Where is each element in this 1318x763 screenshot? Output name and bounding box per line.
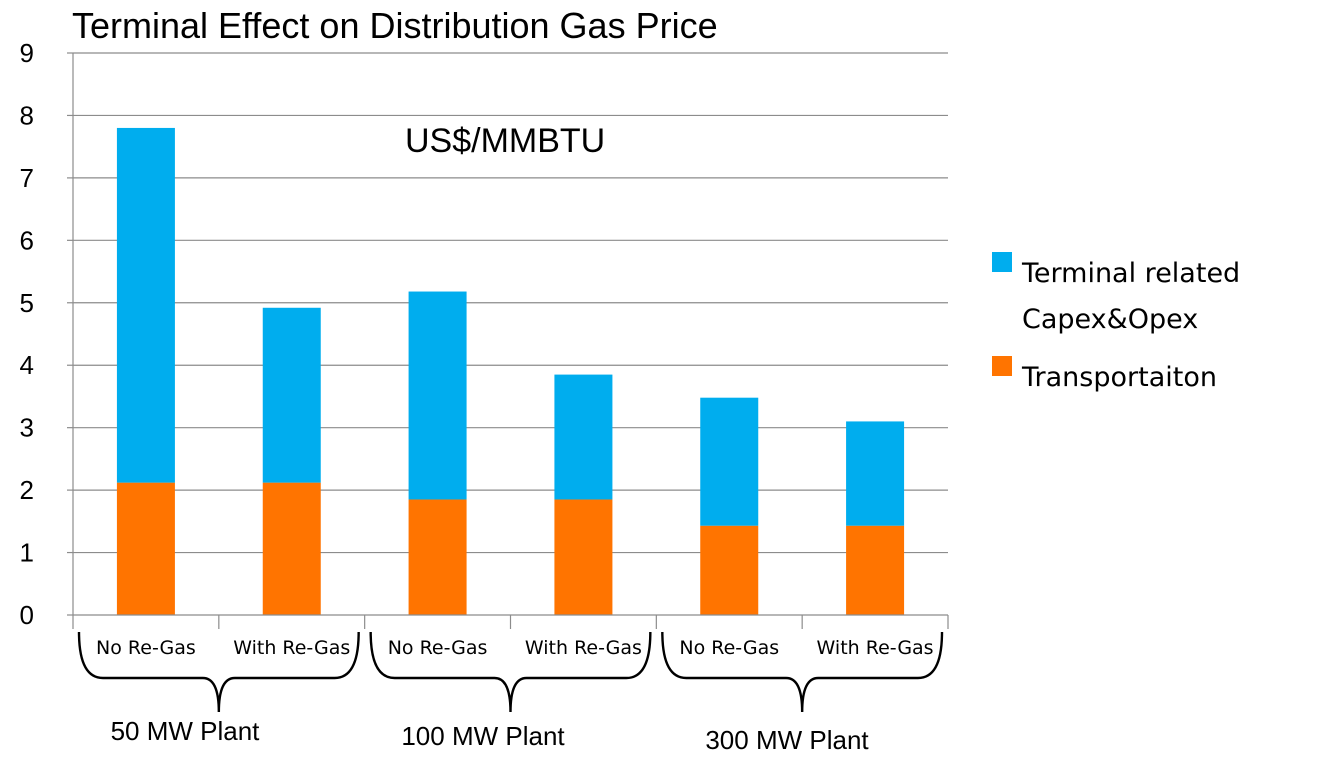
legend-swatch <box>992 356 1012 376</box>
bar-segment <box>116 482 175 615</box>
bar-segment <box>846 525 905 615</box>
group-label: 50 MW Plant <box>111 716 261 746</box>
bar-segment <box>700 397 759 526</box>
bars <box>116 127 905 615</box>
bar-segment <box>408 499 467 615</box>
group-label: 100 MW Plant <box>401 721 565 751</box>
group-labels: 50 MW Plant 100 MW Plant 300 MW Plant <box>77 631 944 755</box>
y-tick-label: 0 <box>20 600 34 630</box>
bar-segment <box>554 374 613 500</box>
bar-segment <box>408 291 467 500</box>
x-tick-label: No Re-Gas <box>679 637 779 659</box>
unit-annotation: US$/MMBTU <box>405 122 605 160</box>
bar-segment <box>554 499 613 615</box>
y-tick-label: 4 <box>20 350 34 380</box>
gridlines <box>73 52 948 554</box>
y-tick-label: 3 <box>20 413 34 443</box>
y-tick-label: 5 <box>20 288 34 318</box>
y-tick-label: 6 <box>20 225 34 255</box>
bar-segment <box>846 421 905 526</box>
group-brace <box>661 631 944 713</box>
y-tick-label: 7 <box>20 163 34 193</box>
legend-label: Capex&Opex <box>1022 304 1198 335</box>
x-tick-label: With Re-Gas <box>525 637 642 659</box>
bar-segment <box>262 307 321 483</box>
group-brace <box>369 631 652 713</box>
bar-segment <box>700 525 759 615</box>
x-tick-label: With Re-Gas <box>817 637 934 659</box>
x-axis: No Re-Gas With Re-Gas No Re-Gas With Re-Gas… <box>72 614 949 659</box>
y-tick-label: 8 <box>20 100 34 130</box>
y-tick-label: 9 <box>20 38 34 68</box>
legend-label: Transportaiton <box>1021 362 1217 393</box>
x-tick-label: No Re-Gas <box>96 637 196 659</box>
y-tick-label: 2 <box>20 475 34 505</box>
chart-title: Terminal Effect on Distribution Gas Pric… <box>72 5 718 46</box>
group-label: 300 MW Plant <box>705 725 869 755</box>
y-tick-label: 1 <box>20 538 34 568</box>
bar-segment <box>262 482 321 615</box>
group-brace <box>77 631 360 713</box>
bar-segment <box>116 127 175 483</box>
legend-swatch <box>992 252 1012 272</box>
y-axis: 0 1 2 3 4 5 6 7 8 9 <box>20 38 74 630</box>
legend-label: Terminal related <box>1021 258 1240 289</box>
x-tick-label: No Re-Gas <box>388 637 488 659</box>
x-tick-label: With Re-Gas <box>233 637 350 659</box>
legend: Terminal related Capex&Opex Transportaiton <box>992 252 1240 393</box>
